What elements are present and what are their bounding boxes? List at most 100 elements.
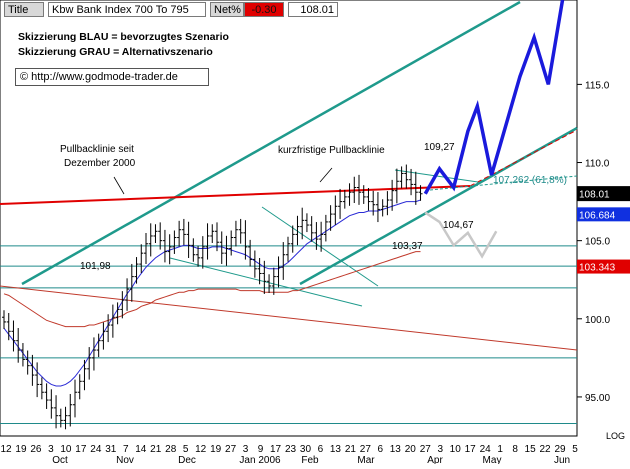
- x-day-label: 24: [480, 444, 492, 455]
- x-day-label: 21: [345, 444, 357, 455]
- trend-lines: [0, 0, 578, 351]
- scenario-grey-path: [424, 211, 498, 259]
- x-day-label: 7: [123, 444, 129, 455]
- change-value: -0.30: [244, 2, 284, 17]
- x-day-label: 24: [90, 444, 102, 455]
- ohlc-bar: [134, 257, 139, 284]
- x-day-label: 27: [360, 444, 372, 455]
- ohlc-bar: [158, 222, 163, 250]
- x-day-label: 13: [330, 444, 342, 455]
- last-value: 108.01: [288, 2, 338, 17]
- ohlc-bar: [352, 176, 357, 203]
- price-badges: 108.01 106.684 103.343: [576, 186, 630, 274]
- ohlc-bars: [2, 164, 423, 430]
- x-month-label: Nov: [116, 455, 134, 464]
- ohlc-bar: [342, 189, 347, 209]
- x-day-label: 9: [258, 444, 264, 455]
- price-badge: 108.01: [576, 186, 630, 202]
- ohlc-bar: [233, 220, 238, 247]
- ohlc-bar: [186, 221, 191, 259]
- ohlc-bar: [394, 168, 399, 204]
- ohlc-bar: [110, 304, 115, 338]
- x-month-label: Dec: [178, 455, 196, 464]
- chart-title: Kbw Bank Index 700 To 795: [48, 2, 206, 17]
- ohlc-bar: [177, 220, 182, 247]
- ohlc-bar: [323, 214, 328, 242]
- ohlc-bar: [91, 337, 96, 371]
- ohlc-bar: [366, 187, 371, 211]
- x-day-label: 17: [270, 444, 282, 455]
- ohlc-bar: [219, 231, 224, 264]
- pullback-long-label-2: Dezember 2000: [64, 158, 136, 169]
- price-badge-box: [577, 259, 630, 274]
- ohlc-bar: [361, 185, 366, 204]
- x-day-label: 20: [405, 444, 417, 455]
- ohlc-bar: [11, 320, 16, 352]
- ohlc-bar: [338, 188, 343, 219]
- ohlc-bar: [380, 199, 385, 217]
- x-day-label: 31: [105, 444, 117, 455]
- x-day-label: 5: [183, 444, 189, 455]
- ohlc-bar: [181, 218, 186, 246]
- ohlc-bar: [172, 230, 177, 254]
- x-day-label: 29: [554, 444, 566, 455]
- x-day-label: 27: [420, 444, 432, 455]
- ohlc-bar: [371, 190, 376, 216]
- ohlc-bar: [129, 263, 134, 302]
- price-badge: 103.343: [577, 259, 630, 274]
- y-tick-label: 95.00: [585, 393, 610, 404]
- ohlc-bar: [319, 221, 324, 252]
- ohlc-bar: [295, 215, 300, 246]
- ohlc-bar: [304, 213, 309, 233]
- ohlc-bar: [54, 395, 59, 429]
- pullback-long-extension: [469, 129, 578, 187]
- scenario-blue-path: [423, 0, 565, 195]
- x-day-label: 14: [135, 444, 147, 455]
- y-tick-label: 115.0: [585, 80, 610, 91]
- ohlc-bar: [314, 222, 319, 250]
- x-day-label: 3: [437, 444, 443, 455]
- x-day-label: 19: [15, 444, 27, 455]
- x-month-label: Feb: [301, 455, 319, 464]
- x-month-label: Jun: [554, 455, 570, 464]
- ohlc-bar: [25, 350, 30, 375]
- ohlc-bar: [20, 343, 25, 367]
- price-badge-label: 103.343: [579, 263, 616, 274]
- x-day-label: 6: [318, 444, 324, 455]
- ohlc-bar: [87, 347, 92, 380]
- ohlc-bar: [58, 408, 63, 428]
- ohlc-bar: [347, 183, 352, 206]
- x-day-label: 10: [60, 444, 72, 455]
- copyright-url[interactable]: http://www.godmode-trader.de: [31, 71, 178, 83]
- note-grey-scenario: Skizzierung GRAU = Alternativszenario: [18, 46, 213, 58]
- price-badge: 106.684: [577, 207, 630, 222]
- scenario-paths: [423, 0, 565, 259]
- ohlc-bar: [243, 220, 248, 260]
- ohlc-bar: [101, 322, 106, 350]
- x-day-label: 12: [0, 444, 12, 455]
- x-month-label: Apr: [427, 455, 443, 464]
- copyright-box: © http://www.godmode-trader.de: [15, 68, 209, 86]
- ohlc-bar: [139, 244, 144, 274]
- y-tick-label: 105.0: [585, 237, 610, 248]
- ohlc-bar: [153, 224, 158, 244]
- x-day-label: 17: [465, 444, 477, 455]
- ohlc-bar: [167, 234, 172, 265]
- y-tick-label: 110.0: [585, 159, 610, 170]
- x-day-label: 8: [512, 444, 518, 455]
- ohlc-bar: [215, 222, 219, 252]
- channel-upper-line: [21, 0, 521, 286]
- ohlc-bar: [144, 233, 148, 264]
- pullback-short-label: kurzfristige Pullbacklinie: [278, 145, 385, 156]
- x-day-label: 17: [75, 444, 87, 455]
- level-label-10337: 103,37: [392, 241, 423, 252]
- ohlc-bar: [115, 302, 120, 325]
- ohlc-bar: [290, 225, 295, 253]
- pullback-long-label-1: Pullbacklinie seit: [60, 144, 134, 155]
- level-label-10198: 101,98: [80, 261, 111, 272]
- x-day-label: 28: [165, 444, 177, 455]
- ohlc-bar: [385, 191, 390, 216]
- x-day-label: 3: [243, 444, 249, 455]
- short-pullback-line: [169, 257, 363, 307]
- ohlc-bar: [96, 333, 101, 358]
